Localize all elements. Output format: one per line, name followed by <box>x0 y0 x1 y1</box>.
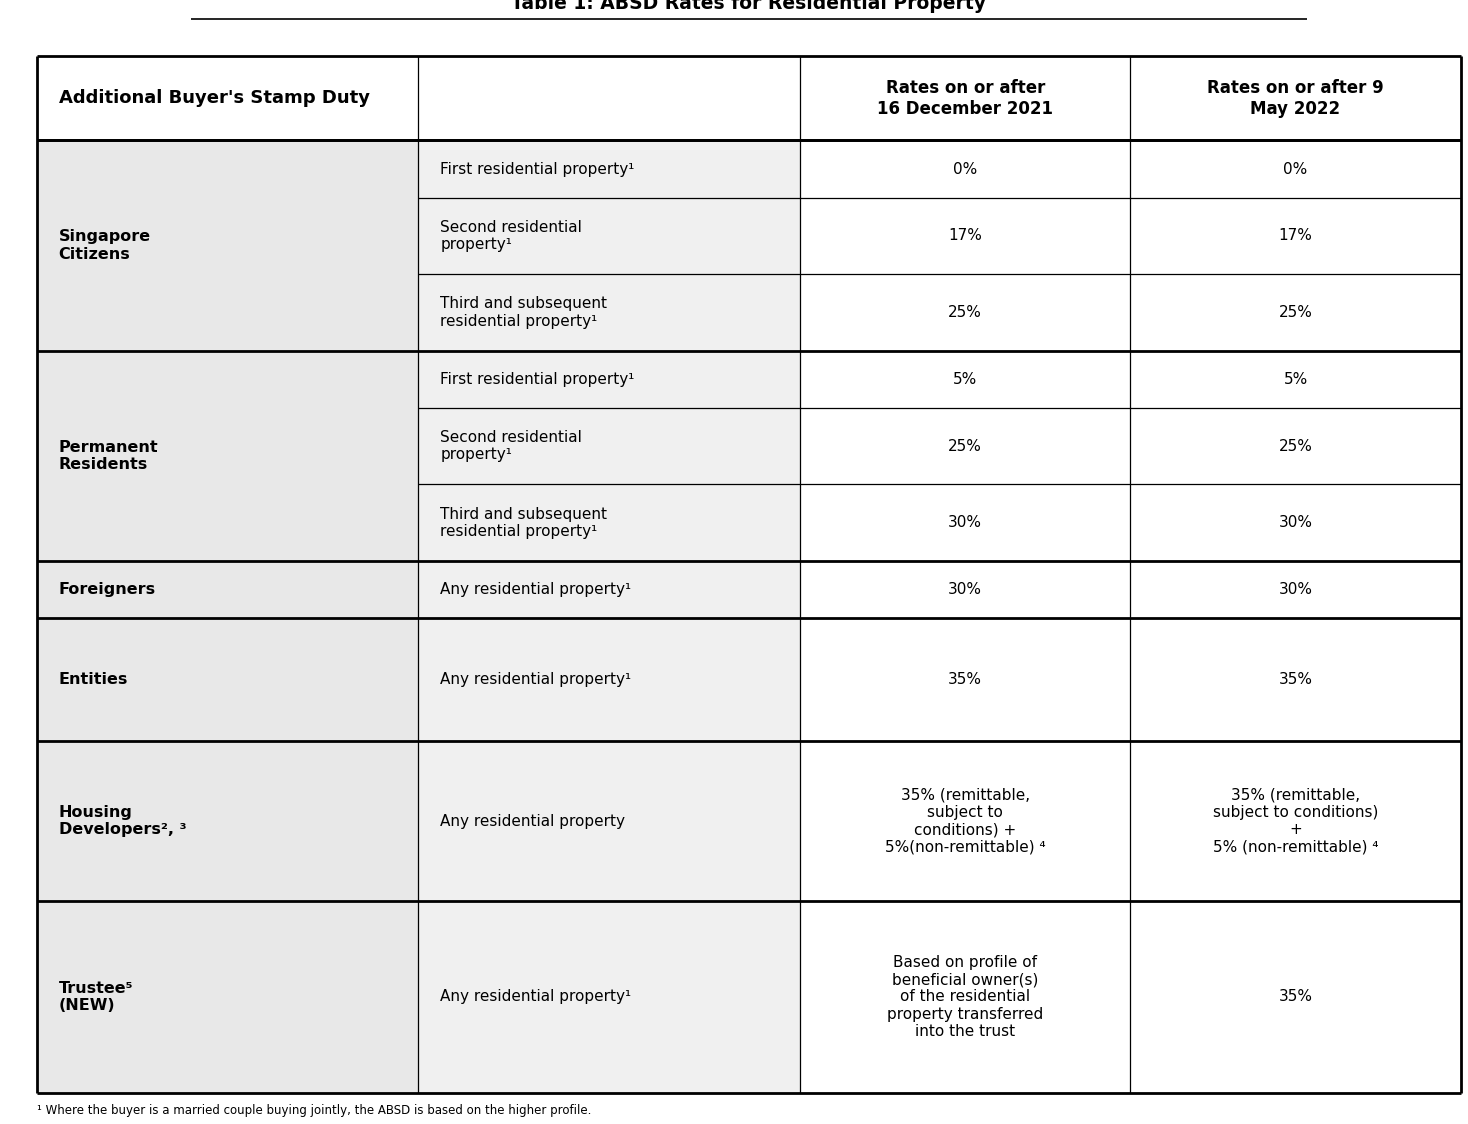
Text: 30%: 30% <box>1279 582 1312 597</box>
Bar <box>800 741 1461 901</box>
Text: 35% (remittable,
subject to
conditions) +
5%(non-remittable) ⁴: 35% (remittable, subject to conditions) … <box>885 788 1045 854</box>
Text: Second residential
property¹: Second residential property¹ <box>440 430 583 462</box>
Text: 5%: 5% <box>953 372 978 387</box>
Text: Third and subsequent
residential property¹: Third and subsequent residential propert… <box>440 297 608 328</box>
Text: 30%: 30% <box>948 515 982 531</box>
Bar <box>800 140 1461 198</box>
Text: Singapore
Citizens: Singapore Citizens <box>59 229 151 262</box>
Bar <box>418 741 800 901</box>
Text: First residential property¹: First residential property¹ <box>440 372 634 387</box>
Text: 25%: 25% <box>1279 305 1312 320</box>
Text: Permanent
Residents: Permanent Residents <box>59 439 159 472</box>
Bar <box>37 140 418 198</box>
Text: 5%: 5% <box>1283 372 1308 387</box>
Text: 35% (remittable,
subject to conditions)
+
5% (non-remittable) ⁴: 35% (remittable, subject to conditions) … <box>1213 788 1378 854</box>
Text: Rates on or after
16 December 2021: Rates on or after 16 December 2021 <box>878 79 1053 118</box>
Text: Table 1: ABSD Rates for Residential Property: Table 1: ABSD Rates for Residential Prop… <box>511 0 986 13</box>
Text: Any residential property¹: Any residential property¹ <box>440 672 631 687</box>
Bar <box>37 274 418 351</box>
Text: Based on profile of
beneficial owner(s)
of the residential
property transferred
: Based on profile of beneficial owner(s) … <box>887 954 1044 1040</box>
Text: 30%: 30% <box>948 582 982 597</box>
Bar <box>800 901 1461 1093</box>
Bar <box>418 140 800 198</box>
Bar <box>418 561 800 618</box>
Text: Housing
Developers², ³: Housing Developers², ³ <box>59 805 186 837</box>
Bar <box>37 741 418 901</box>
Bar <box>418 274 800 351</box>
Bar <box>800 561 1461 618</box>
Bar <box>800 618 1461 741</box>
Bar <box>418 198 800 274</box>
Text: 0%: 0% <box>1283 162 1308 176</box>
Text: 35%: 35% <box>1279 989 1312 1005</box>
Text: 35%: 35% <box>1279 672 1312 687</box>
Text: Second residential
property¹: Second residential property¹ <box>440 219 583 252</box>
Bar <box>800 408 1461 484</box>
Text: Rates on or after 9
May 2022: Rates on or after 9 May 2022 <box>1207 79 1384 118</box>
Bar <box>37 901 418 1093</box>
Bar <box>800 198 1461 274</box>
Text: Any residential property¹: Any residential property¹ <box>440 582 631 597</box>
Bar <box>418 618 800 741</box>
Bar <box>418 901 800 1093</box>
Text: Foreigners: Foreigners <box>59 582 156 597</box>
Text: Trustee⁵
(NEW): Trustee⁵ (NEW) <box>59 981 134 1013</box>
Text: 25%: 25% <box>1279 438 1312 454</box>
Text: Any residential property: Any residential property <box>440 814 625 828</box>
Text: 25%: 25% <box>948 305 982 320</box>
Bar <box>418 408 800 484</box>
Bar <box>37 351 418 408</box>
Text: 17%: 17% <box>1279 228 1312 244</box>
Text: First residential property¹: First residential property¹ <box>440 162 634 176</box>
Bar <box>800 274 1461 351</box>
Bar <box>418 484 800 561</box>
Text: Any residential property¹: Any residential property¹ <box>440 989 631 1005</box>
Text: 17%: 17% <box>948 228 982 244</box>
Text: Additional Buyer's Stamp Duty: Additional Buyer's Stamp Duty <box>59 89 370 107</box>
Bar <box>37 56 1461 140</box>
Text: 25%: 25% <box>948 438 982 454</box>
Bar <box>37 484 418 561</box>
Text: 30%: 30% <box>1279 515 1312 531</box>
Text: ¹ Where the buyer is a married couple buying jointly, the ABSD is based on the h: ¹ Where the buyer is a married couple bu… <box>37 1104 592 1117</box>
Text: Third and subsequent
residential property¹: Third and subsequent residential propert… <box>440 507 608 538</box>
Bar <box>37 198 418 274</box>
Bar <box>800 484 1461 561</box>
Bar <box>37 408 418 484</box>
Bar <box>37 618 418 741</box>
Text: Entities: Entities <box>59 672 128 687</box>
Bar <box>800 351 1461 408</box>
Text: 35%: 35% <box>948 672 982 687</box>
Text: 0%: 0% <box>953 162 978 176</box>
Bar <box>37 561 418 618</box>
Bar <box>418 351 800 408</box>
